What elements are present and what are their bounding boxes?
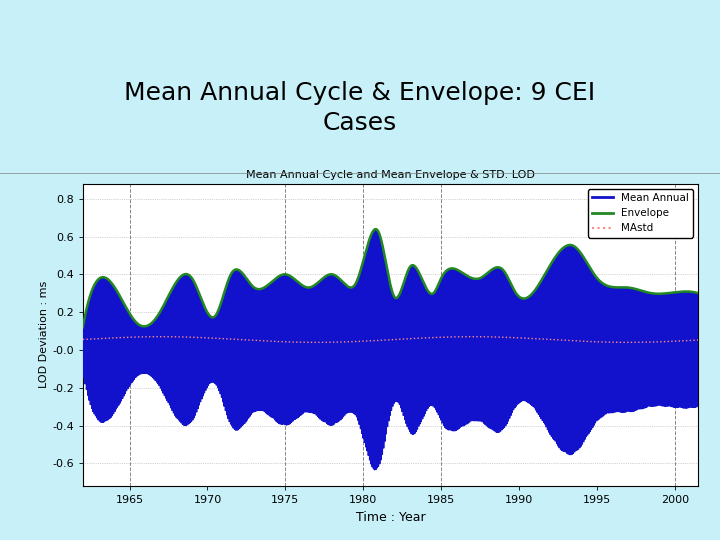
MAstd (312, 339, 321, 346)
Mean Annual (568, 442, 577, 448)
Line: MAstd: MAstd (83, 337, 698, 342)
Envelope (443, 267, 451, 273)
Text: Mean Annual Cycle & Envelope: 9 CEI
Cases: Mean Annual Cycle & Envelope: 9 CEI Case… (125, 81, 595, 135)
MAstd (568, 338, 577, 344)
Line: Mean Annual: Mean Annual (83, 230, 698, 470)
Envelope (694, 290, 703, 296)
MAstd (109, 335, 118, 341)
MAstd (535, 336, 544, 342)
Envelope (469, 275, 478, 282)
Mean Annual (694, 347, 703, 353)
MAstd (469, 334, 478, 340)
Legend: Mean Annual, Envelope, MAstd: Mean Annual, Envelope, MAstd (588, 189, 693, 238)
Envelope (568, 242, 577, 248)
Envelope (535, 281, 544, 287)
Line: Envelope: Envelope (83, 229, 698, 327)
Title: Mean Annual Cycle and Mean Envelope & STD. LOD: Mean Annual Cycle and Mean Envelope & ST… (246, 170, 535, 180)
Mean Annual (443, 387, 451, 393)
Envelope (109, 283, 118, 289)
Mean Annual (302, 387, 310, 393)
MAstd (78, 336, 87, 343)
MAstd (302, 339, 310, 346)
X-axis label: Time : Year: Time : Year (356, 511, 426, 524)
MAstd (694, 337, 703, 343)
Mean Annual (469, 276, 478, 282)
Mean Annual (109, 404, 118, 411)
Y-axis label: LOD Deviation : ms: LOD Deviation : ms (40, 281, 49, 388)
Envelope (372, 226, 380, 232)
MAstd (156, 334, 165, 340)
Mean Annual (535, 353, 544, 359)
Envelope (302, 284, 310, 291)
MAstd (443, 334, 451, 340)
Mean Annual (370, 467, 379, 473)
Mean Annual (78, 347, 87, 353)
Mean Annual (372, 226, 381, 233)
Envelope (78, 324, 87, 330)
